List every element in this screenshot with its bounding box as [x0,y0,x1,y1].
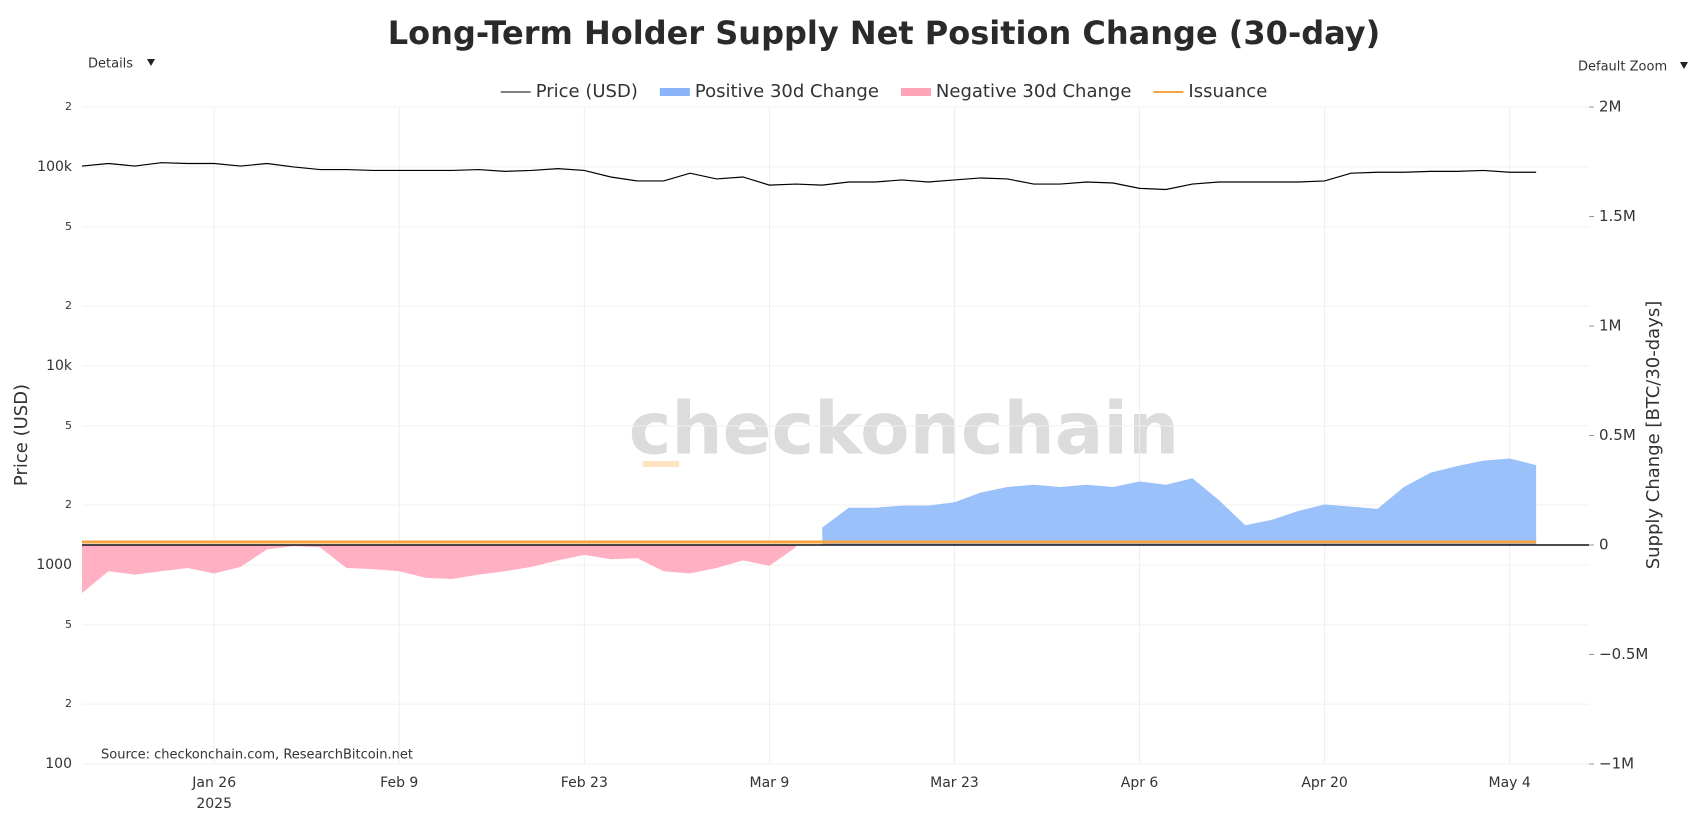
y2-tick-label: 0.5M [1599,426,1636,444]
area [822,458,1537,545]
y-tick-label: 2 [65,100,72,113]
legend-label: Negative 30d Change [936,81,1131,102]
legend-item: Negative 30d Change [900,81,1131,102]
legend-swatch [900,88,931,96]
x-tick-label: Apr 6 [1121,775,1159,791]
y-tick-label: 2 [65,697,72,710]
y2-tick-label: −0.5M [1599,645,1648,663]
watermark-logo [643,461,679,467]
button-bg [1568,52,1694,82]
legend-label: Price (USD) [536,81,638,102]
y2-tick-label: 0 [1599,536,1609,554]
plot-area [81,162,1537,594]
x-tick-label: Mar 9 [750,775,790,791]
y2-axis-label: Supply Change [BTC/30-days] [1643,301,1664,570]
x-tick-label: Mar 23 [930,775,979,791]
source-note: Source: checkonchain.com, ResearchBitcoi… [101,748,413,763]
x-tick-label: Jan 26 [191,775,236,791]
y-tick-label: 1000 [36,557,72,573]
x-tick-label: Feb 23 [561,775,608,791]
button-label: Details [88,57,133,72]
button-bg [78,50,164,80]
details-button[interactable]: Details [78,50,164,80]
button-label: Default Zoom [1578,60,1667,75]
y-axis-label: Price (USD) [11,384,32,486]
x-tick-sublabel: 2025 [196,796,232,812]
dropdown-arrow [147,59,155,66]
y-tick-label: 2 [65,299,72,312]
legend-label: Positive 30d Change [695,81,879,102]
y2-tick-label: 1.5M [1599,207,1636,225]
legend-item: Price (USD) [500,81,638,102]
y-tick-label: 5 [65,419,72,432]
legend-swatch [659,88,690,96]
y-tick-label: 100 [45,756,72,772]
legend: Price (USD) Positive 30d Change Negative 3… [500,81,1267,102]
y-tick-label: 10k [46,358,73,374]
legend-item: Positive 30d Change [659,81,879,102]
y2-tick-label: −1M [1599,755,1634,773]
dropdown-arrow [1680,62,1688,69]
chart-title: Long-Term Holder Supply Net Position Cha… [388,14,1380,52]
area [82,545,796,594]
legend-label: Issuance [1188,81,1267,102]
y2-tick-label: 1M [1599,317,1622,335]
y-tick-label: 2 [65,498,72,511]
y2-tick-label: 2M [1599,98,1622,116]
line [81,162,1537,191]
y-tick-label: 100k [37,159,73,175]
zoom-button[interactable]: Default Zoom [1568,52,1694,82]
grid [82,106,1589,765]
x-tick-label: Feb 9 [380,775,418,791]
legend-item: Issuance [1153,81,1267,102]
y-tick-label: 5 [65,220,72,233]
x-tick-label: Apr 20 [1301,775,1347,791]
watermark: checkonchain [629,387,1180,471]
y-tick-label: 5 [65,618,72,631]
x-tick-label: May 4 [1489,775,1531,791]
